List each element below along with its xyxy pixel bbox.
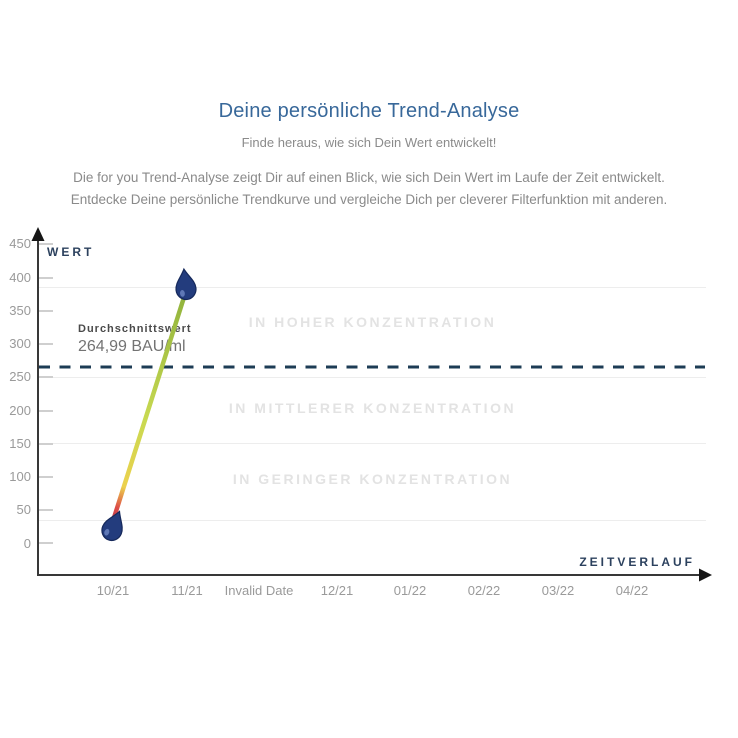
x-axis-label: ZEITVERLAUF [579, 555, 695, 569]
average-line-label: Durchschnittswert [78, 323, 192, 335]
y-tick-label: 0 [23, 536, 31, 551]
zone-label-low-concentration: IN GERINGER KONZENTRATION [232, 471, 513, 487]
x-tick-label: 12/21 [320, 583, 354, 598]
y-tick-mark-450 [39, 243, 53, 245]
x-tick-label: 01/22 [393, 583, 427, 598]
x-tick-label: 10/21 [96, 583, 130, 598]
gridline-385 [39, 287, 706, 288]
y-tick-label: 350 [9, 303, 31, 318]
page-description-line-2: Entdecke Deine persönliche Trendkurve un… [70, 192, 668, 207]
y-tick-label: 100 [9, 469, 31, 484]
page-description-line-1: Die for you Trend-Analyse zeigt Dir auf … [73, 170, 665, 185]
gridline-35 [39, 520, 706, 521]
y-tick-mark-400 [39, 277, 53, 279]
y-axis-arrow-icon [31, 227, 45, 241]
y-tick-mark-150 [39, 443, 53, 445]
gridline-250 [39, 377, 706, 378]
x-tick-label: 03/22 [541, 583, 575, 598]
y-tick-mark-250 [39, 376, 53, 378]
y-tick-mark-0 [39, 542, 53, 544]
y-tick-mark-100 [39, 476, 53, 478]
y-tick-label: 250 [9, 369, 31, 384]
x-tick-label: 04/22 [615, 583, 649, 598]
x-axis-arrow-icon [699, 568, 712, 582]
y-tick-label: 400 [9, 270, 31, 285]
y-tick-label: 50 [16, 502, 31, 517]
droplet-marker-icon[interactable] [174, 267, 197, 301]
y-tick-label: 300 [9, 336, 31, 351]
y-tick-mark-50 [39, 509, 53, 511]
zone-label-high-concentration: IN HOHER KONZENTRATION [248, 314, 497, 330]
trend-line [109, 288, 189, 527]
zone-label-medium-concentration: IN MITTLERER KONZENTRATION [228, 400, 517, 416]
y-axis-label: WERT [47, 245, 95, 259]
y-tick-label: 450 [9, 236, 31, 251]
x-tick-label: Invalid Date [224, 583, 294, 598]
page-title: Deine persönliche Trend-Analyse [218, 100, 520, 122]
y-tick-mark-200 [39, 410, 53, 412]
average-line-value: 264,99 BAU/ml [78, 338, 186, 355]
y-tick-label: 200 [9, 403, 31, 418]
droplet-marker-icon[interactable] [99, 508, 129, 544]
gridline-150 [39, 443, 706, 444]
y-tick-mark-350 [39, 310, 53, 312]
y-tick-label: 150 [9, 436, 31, 451]
y-tick-mark-300 [39, 343, 53, 345]
page-subtitle: Finde heraus, wie sich Dein Wert entwick… [241, 135, 497, 150]
x-tick-label: 02/22 [467, 583, 501, 598]
x-tick-label: 11/21 [171, 583, 203, 598]
